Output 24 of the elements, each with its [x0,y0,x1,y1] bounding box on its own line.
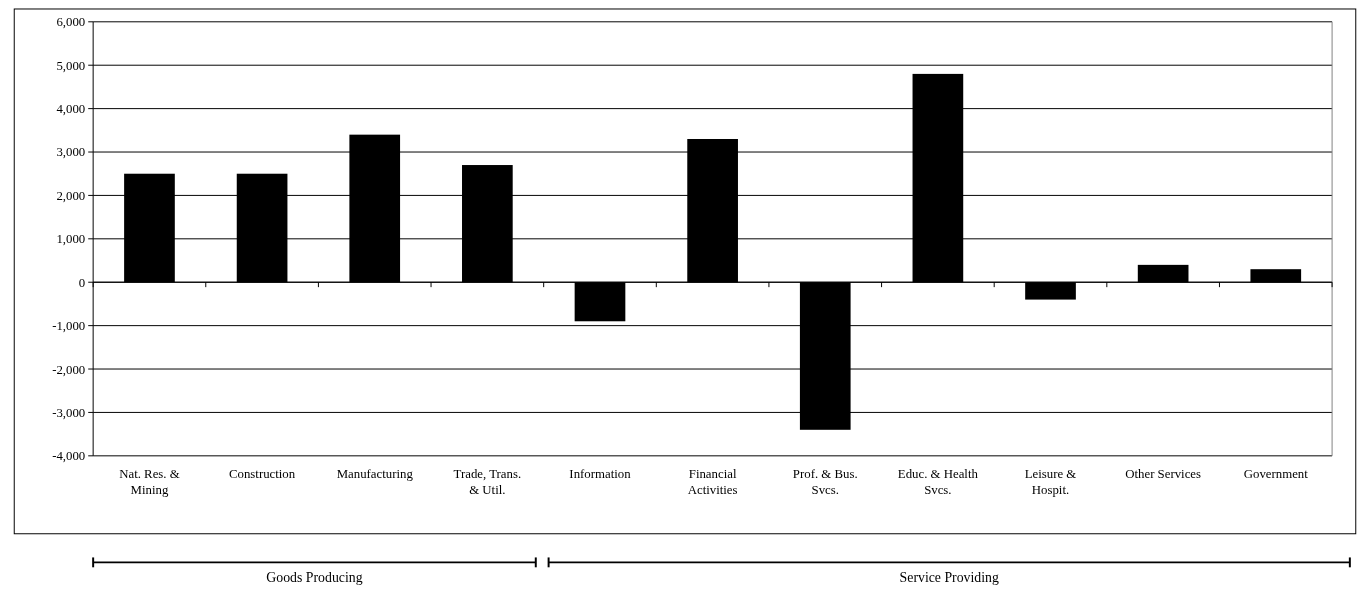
x-tick-label: Prof. & Bus. Svcs. [792,466,858,498]
x-tick-label: Leisure & Hospit. [1024,466,1077,498]
x-tick-label: Educ. & Health Svcs. [897,466,979,498]
y-tick-label: -1,000 [52,319,86,334]
x-tick-label: Financial Activities [687,466,738,498]
x-tick-label: Other Services [1125,466,1202,481]
x-tick-label: Trade, Trans. & Util. [453,466,522,498]
y-tick-label: -2,000 [52,362,86,377]
text: Goods Producing [266,570,363,586]
y-tick-label: 2,000 [56,188,86,203]
x-tick-label: Government [1243,466,1309,481]
x-tick-label: Information [569,466,632,481]
y-tick-label: -4,000 [52,449,86,464]
text: Service Providing [899,570,999,586]
y-tick-label: 3,000 [56,145,86,160]
y-tick-label: 5,000 [56,58,86,73]
y-tick-label: -3,000 [52,405,86,420]
y-tick-label: 0 [78,275,86,290]
y-tick-label: 1,000 [56,232,86,247]
y-tick-label: 6,000 [56,15,86,30]
y-tick-label: 4,000 [56,102,86,117]
x-tick-label: Nat. Res. & Mining [119,466,180,498]
x-tick-label: Construction [228,466,296,481]
x-tick-label: Manufacturing [336,466,414,481]
